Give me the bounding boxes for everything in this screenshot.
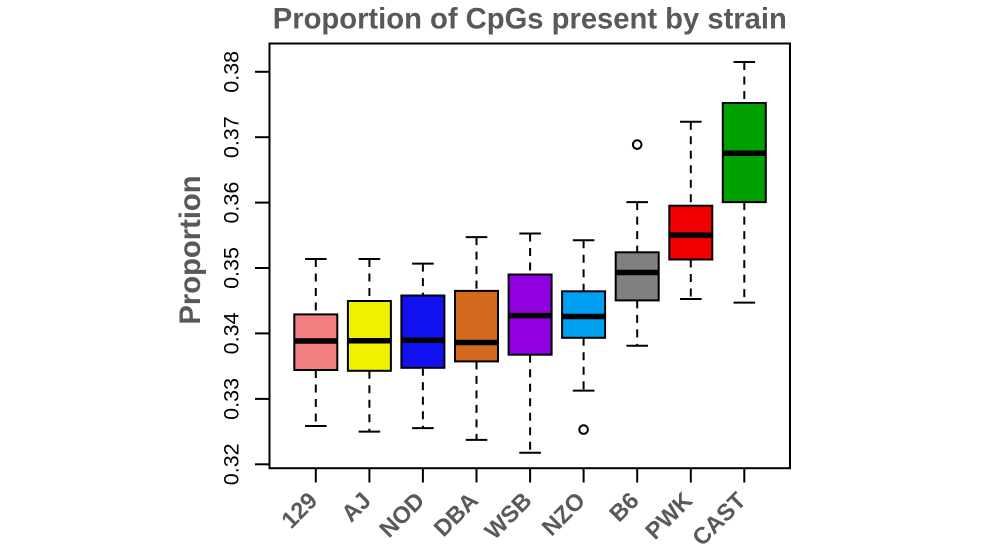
svg-text:Proportion: Proportion — [175, 175, 207, 324]
svg-text:0.34: 0.34 — [220, 312, 244, 354]
svg-text:0.38: 0.38 — [220, 51, 244, 93]
svg-text:Proportion of CpGs present by: Proportion of CpGs present by strain — [273, 4, 787, 36]
svg-text:0.33: 0.33 — [220, 378, 244, 420]
svg-text:0.37: 0.37 — [220, 116, 244, 158]
svg-text:0.35: 0.35 — [220, 247, 244, 289]
svg-text:0.36: 0.36 — [220, 182, 244, 224]
svg-text:0.32: 0.32 — [220, 443, 244, 485]
